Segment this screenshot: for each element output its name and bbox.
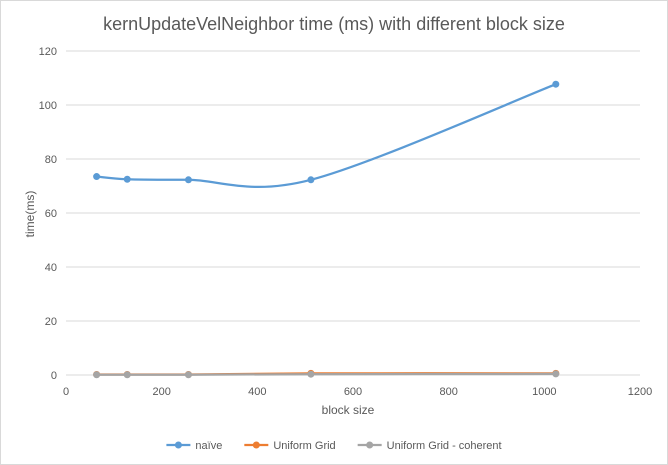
x-tick-label: 0 [63,386,69,398]
y-tick-label: 40 [45,262,57,274]
legend-swatch-marker [174,441,182,449]
legend-item-1: Uniform Grid [244,440,336,452]
series-line [95,372,557,376]
legend-swatch-marker [366,441,374,449]
y-axis-label: time(ms) [23,191,37,238]
data-point [552,80,560,88]
series-line [95,83,557,189]
x-axis-label: block size [322,403,375,417]
x-tick-label: 800 [439,386,457,398]
x-tick-label: 200 [152,386,170,398]
x-tick-label: 400 [248,386,266,398]
legend-item-0: naïve [166,440,222,452]
data-point [307,176,315,184]
y-tick-label: 80 [45,154,57,166]
data-point [552,370,560,378]
data-point [123,371,131,379]
legend-label: Uniform Grid [273,440,335,452]
data-point [184,371,192,379]
y-tick-label: 0 [51,370,57,382]
x-tick-label: 1200 [628,386,652,398]
series-group [93,80,560,379]
series-0 [93,80,560,189]
x-tick-label: 1000 [532,386,556,398]
legend-label: Uniform Grid - coherent [387,440,502,452]
x-tick-label: 600 [344,386,362,398]
data-point [123,175,131,183]
y-tick-label: 20 [45,316,57,328]
y-tick-label: 100 [39,100,57,112]
y-tick-label: 120 [39,46,57,58]
legend-label: naïve [195,440,222,452]
data-point [184,176,192,184]
legend-item-2: Uniform Grid - coherent [357,440,502,452]
y-tick-label: 60 [45,208,57,220]
legend: naïve Uniform Grid Uniform Grid - coherent [166,440,502,452]
data-point [307,370,315,378]
series-2 [93,370,560,379]
gridlines [66,50,640,376]
legend-swatch-marker [252,441,260,449]
data-point [93,173,101,181]
data-point [93,371,101,379]
chart-title: kernUpdateVelNeighbor time (ms) with dif… [103,14,565,34]
